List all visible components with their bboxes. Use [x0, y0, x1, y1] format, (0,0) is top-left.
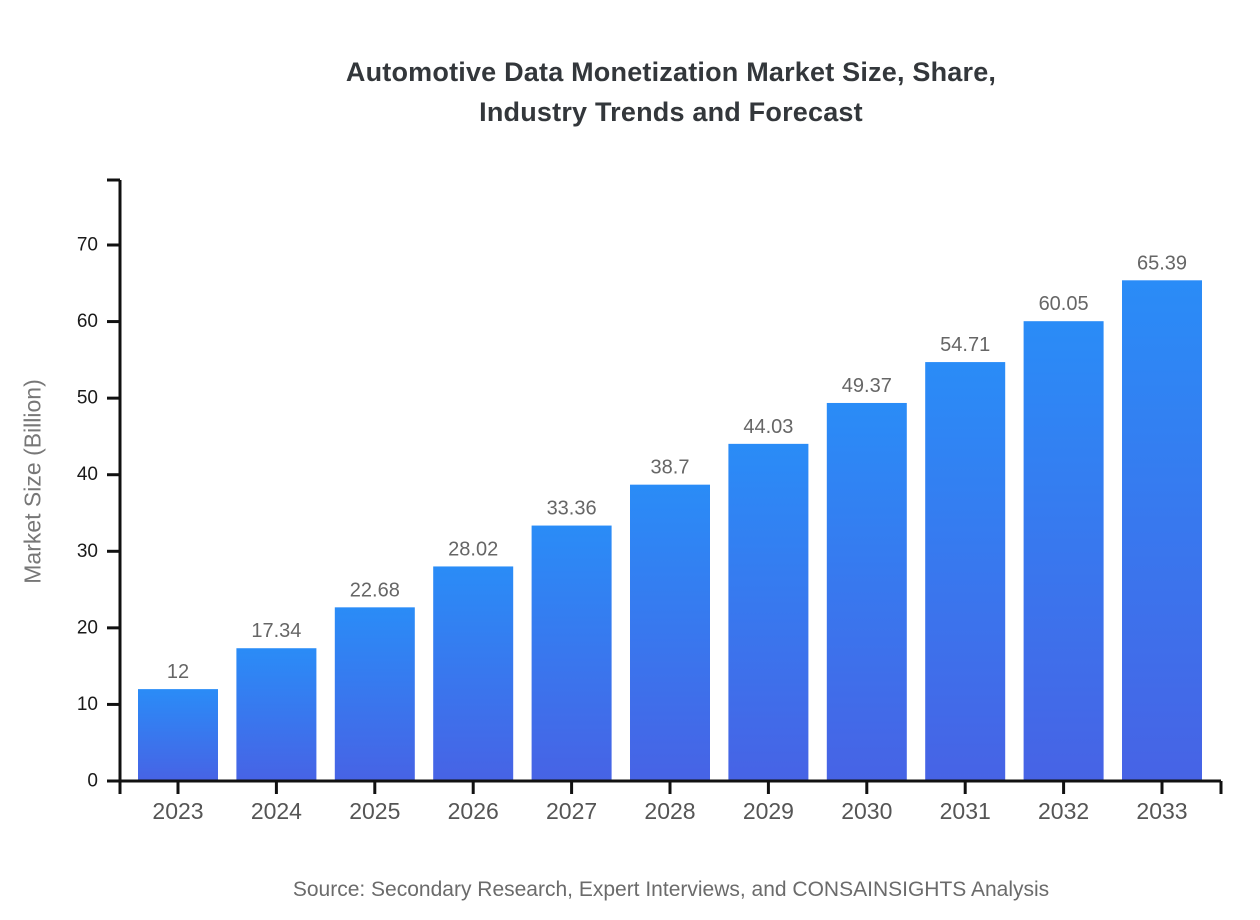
chart-title-line-1: Automotive Data Monetization Market Size… — [345, 57, 997, 87]
bar-2033 — [1122, 280, 1202, 781]
bar-value-label: 65.39 — [1137, 252, 1187, 274]
y-tick-label: 40 — [77, 464, 98, 485]
x-tick-label: 2027 — [546, 798, 597, 824]
bar-value-label: 49.37 — [842, 375, 892, 397]
x-tick-label: 2024 — [251, 798, 302, 824]
bar-value-label: 17.34 — [251, 620, 301, 642]
bar-value-label: 22.68 — [350, 579, 400, 601]
x-tick-label: 2033 — [1136, 798, 1187, 824]
bar-2023 — [138, 689, 218, 781]
chart-title-line-2: Industry Trends and Forecast — [479, 97, 863, 127]
bar-value-label: 28.02 — [448, 538, 498, 560]
bar-2025 — [334, 607, 415, 781]
bar-value-label: 54.71 — [940, 334, 990, 356]
bar-2032 — [1023, 321, 1104, 781]
y-tick-label: 10 — [77, 694, 98, 715]
chart-title: Automotive Data Monetization Market Size… — [120, 52, 1222, 132]
bar-2024 — [236, 648, 317, 781]
source-note: Source: Secondary Research, Expert Inter… — [292, 878, 1050, 901]
y-tick-label: 50 — [77, 388, 98, 409]
bar-2029 — [728, 443, 809, 781]
bar-2030 — [826, 402, 907, 781]
x-tick-label: 2031 — [940, 798, 991, 824]
x-tick-label: 2026 — [448, 798, 499, 824]
x-tick-label: 2032 — [1038, 798, 1089, 824]
bars-layer — [138, 280, 1202, 781]
bar-2028 — [630, 484, 710, 781]
y-tick-label: 0 — [87, 771, 98, 792]
bar-value-label: 38.7 — [651, 457, 690, 479]
x-tick-label: 2029 — [743, 798, 794, 824]
y-tick-label: 30 — [77, 541, 98, 562]
y-tick-label: 20 — [77, 617, 98, 638]
bar-value-label: 33.36 — [547, 498, 597, 520]
x-tick-label: 2028 — [644, 798, 695, 824]
y-tick-label: 70 — [77, 235, 98, 256]
x-tick-label: 2023 — [152, 798, 203, 824]
y-tick-label: 60 — [77, 311, 98, 332]
axes-layer — [107, 178, 1223, 794]
bar-value-label: 44.03 — [743, 416, 793, 438]
x-tick-label: 2030 — [841, 798, 892, 824]
bar-2027 — [531, 525, 612, 781]
bar-value-label: 60.05 — [1039, 293, 1089, 315]
bar-value-label: 12 — [167, 661, 189, 683]
labels-layer: 010203040506070202312202417.34202522.682… — [77, 235, 1188, 825]
bar-2031 — [925, 362, 1006, 781]
bar-2026 — [433, 566, 514, 781]
x-tick-label: 2025 — [349, 798, 400, 824]
